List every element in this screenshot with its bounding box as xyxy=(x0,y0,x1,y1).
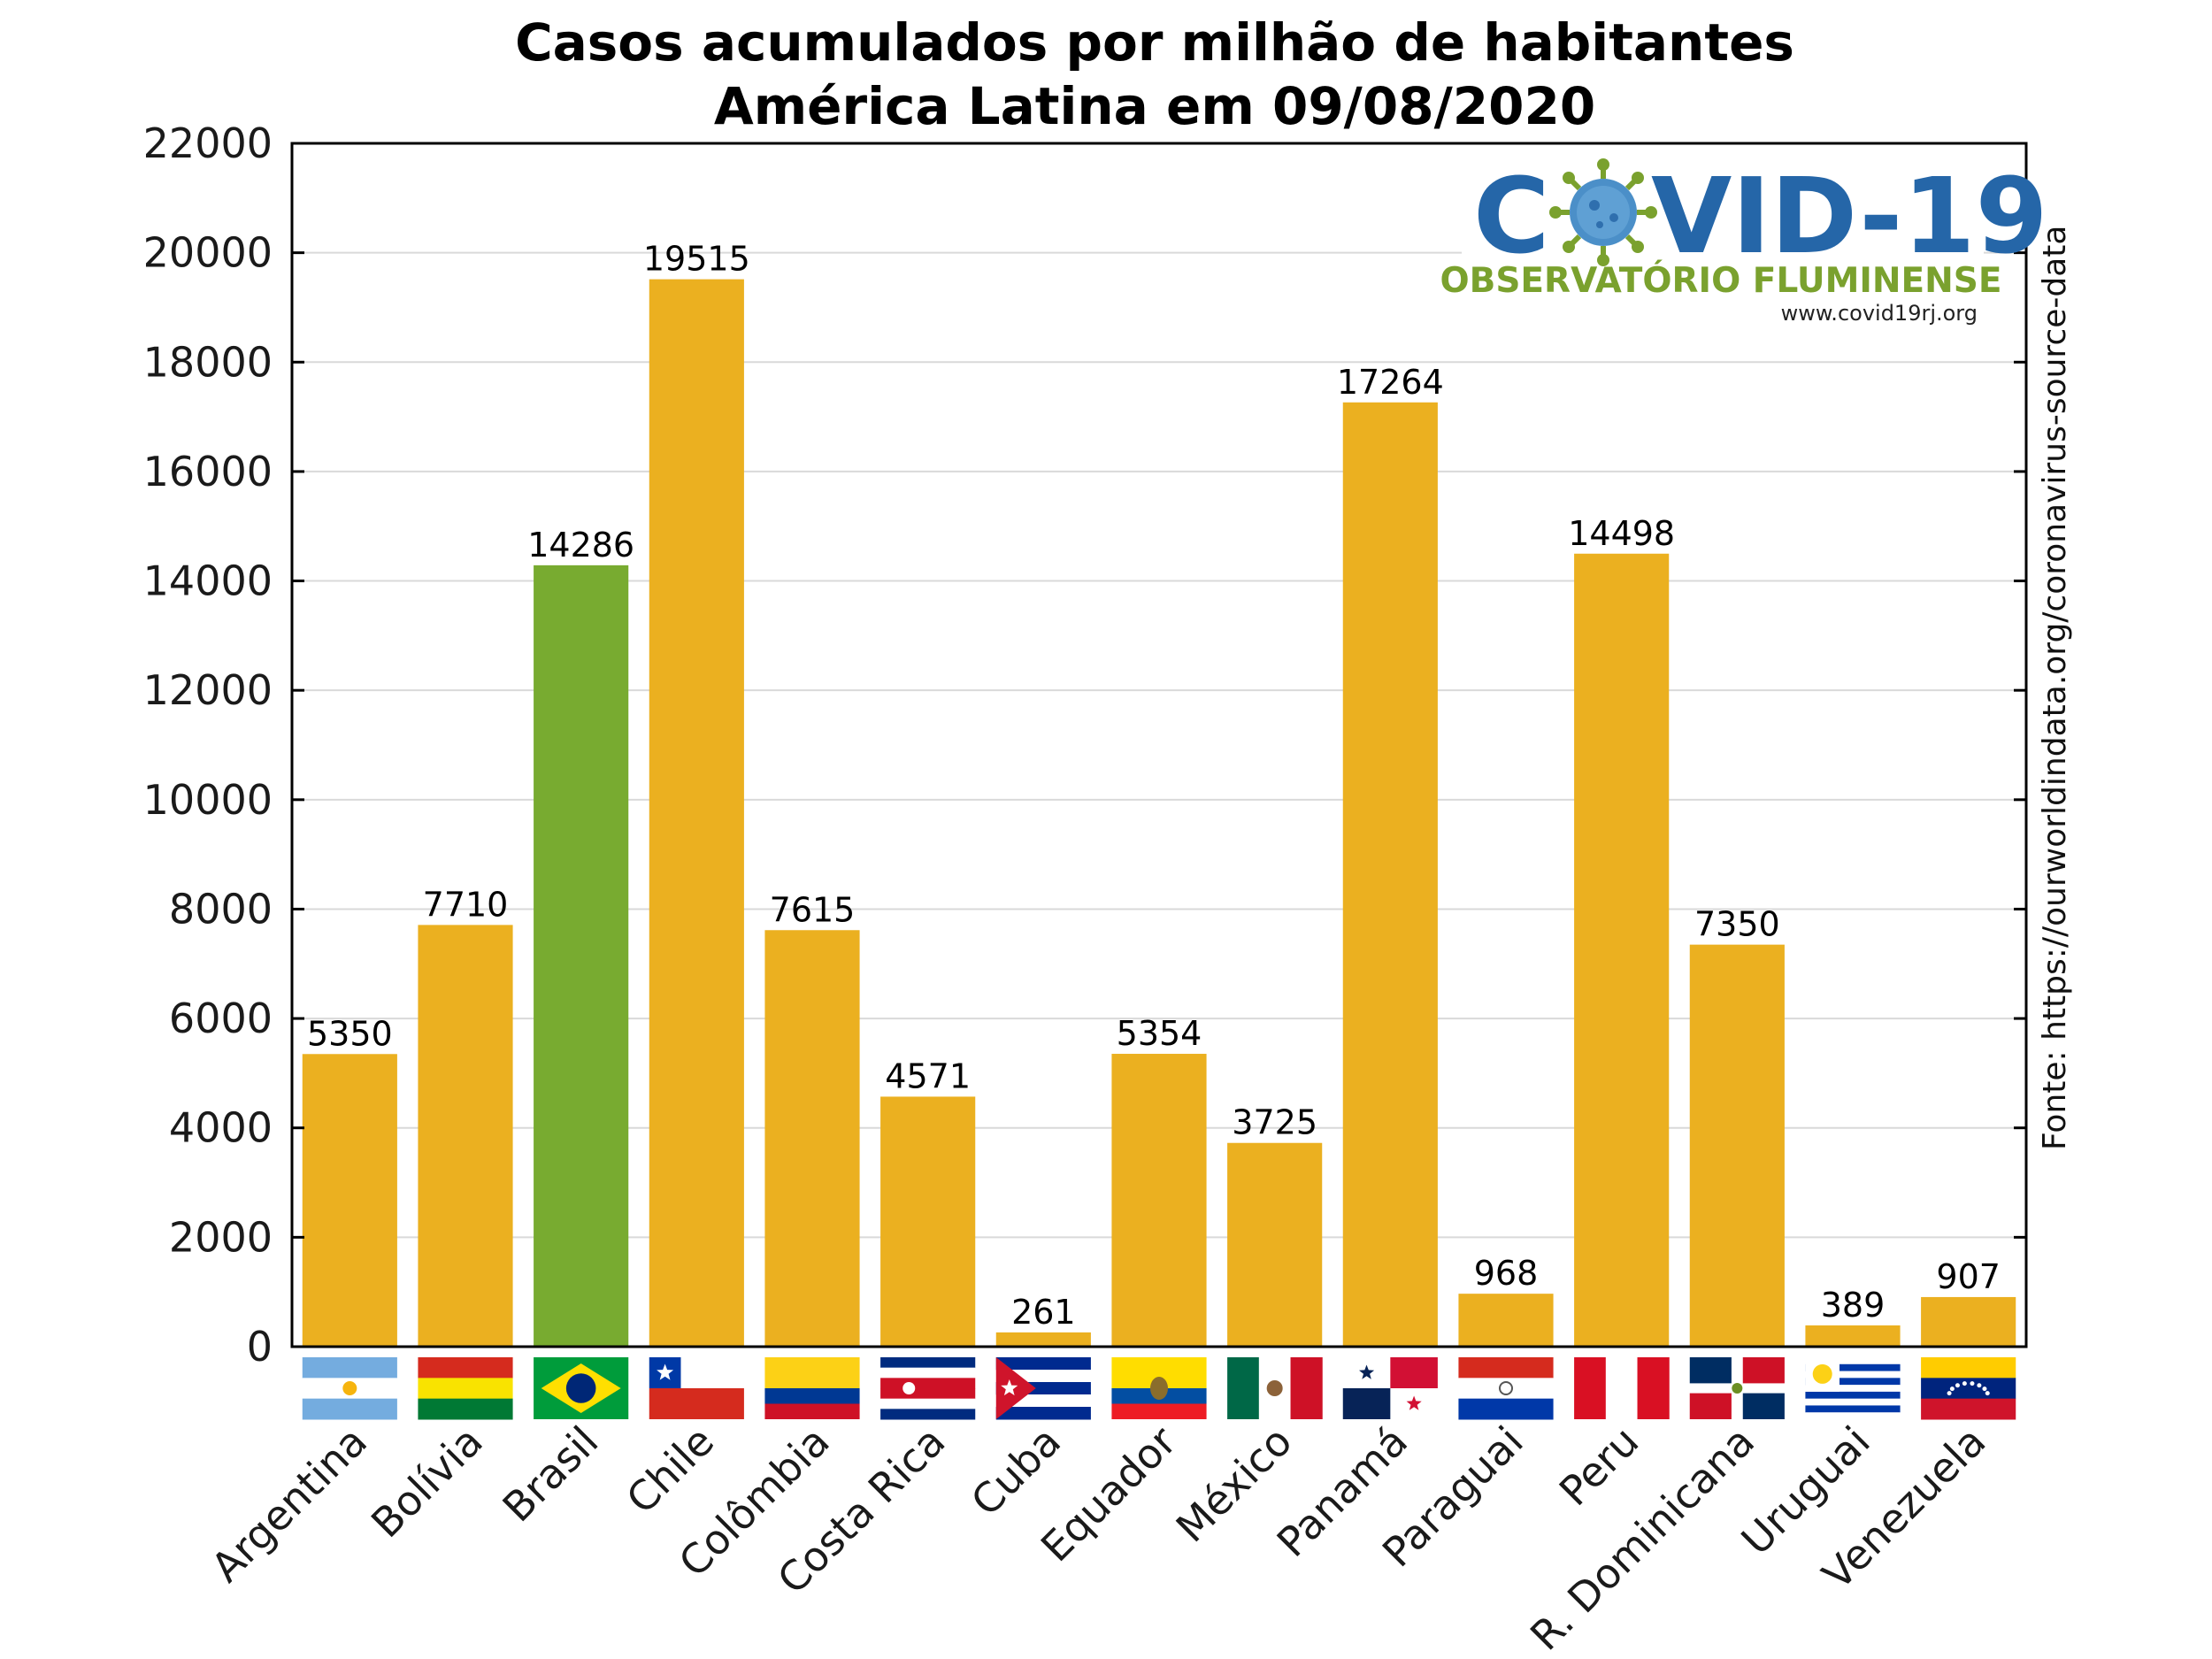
x-tick-label-cuba: Cuba xyxy=(962,1417,1070,1525)
mexico-flag-icon xyxy=(1227,1357,1323,1419)
covid-observatorio-logo: C VID-19 OB xyxy=(1440,155,2048,342)
argentina-flag-icon xyxy=(302,1357,397,1420)
data-label-costa-rica: 4571 xyxy=(885,1056,971,1095)
x-tick-label-bolivia: Bolívia xyxy=(362,1417,492,1548)
bar-argentina xyxy=(302,1054,397,1347)
y-tick-label: 22000 xyxy=(143,119,273,167)
chile-flag-icon xyxy=(649,1357,744,1419)
bars-group xyxy=(302,279,2016,1348)
x-tick-label-chile: Chile xyxy=(618,1417,724,1524)
y-tick-label: 16000 xyxy=(143,448,273,495)
costa-rica-flag-icon xyxy=(880,1357,976,1420)
data-label-argentina: 5350 xyxy=(307,1014,393,1053)
bar-bolivia xyxy=(418,925,513,1347)
uruguay-flag-icon xyxy=(1805,1357,1901,1420)
y-tick-label: 6000 xyxy=(169,995,273,1042)
colombia-flag-icon xyxy=(764,1357,860,1419)
bar-chile xyxy=(649,279,744,1348)
paraguay-flag-icon xyxy=(1458,1357,1554,1420)
y-tick-label: 20000 xyxy=(143,229,273,277)
y-tick-label: 10000 xyxy=(143,776,273,824)
y-tick-label: 8000 xyxy=(169,885,273,933)
peru-flag-icon xyxy=(1574,1357,1670,1419)
data-label-paraguai: 968 xyxy=(1474,1254,1539,1293)
bar-costa-rica xyxy=(880,1096,976,1347)
axes xyxy=(290,142,2028,1348)
y-tick-label: 4000 xyxy=(169,1104,273,1152)
data-label-peru: 14498 xyxy=(1568,514,1675,553)
source-note: Fonte: https://ourworldindata.org/corona… xyxy=(2037,226,2073,1150)
bar-peru xyxy=(1574,553,1670,1347)
virus-icon xyxy=(1549,158,1657,266)
y-tick-label: 14000 xyxy=(143,557,273,605)
x-tick-label-peru: Peru xyxy=(1550,1417,1648,1516)
cuba-flag-icon xyxy=(995,1357,1091,1420)
plot-frame xyxy=(290,142,2028,1348)
bar-mexico xyxy=(1227,1142,1323,1347)
data-label-cuba: 261 xyxy=(1011,1293,1076,1332)
x-tick-label-argentina: Argentina xyxy=(202,1417,376,1592)
country-flags xyxy=(302,1357,2016,1420)
chart-title-line-2: América Latina em 09/08/2020 xyxy=(714,76,1595,136)
x-tick-label-brasil: Brasil xyxy=(494,1417,608,1532)
logo-background xyxy=(1462,165,1984,342)
brazil-flag-icon xyxy=(534,1357,629,1419)
data-label-panama: 17264 xyxy=(1337,363,1444,402)
chart-title-line-1: Casos acumulados por milhão de habitante… xyxy=(515,12,1794,73)
data-label-mexico: 3725 xyxy=(1232,1103,1317,1142)
data-label-uruguai: 389 xyxy=(1821,1286,1886,1325)
ecuador-flag-icon xyxy=(1111,1357,1207,1419)
bar-equador xyxy=(1111,1054,1207,1347)
dominican-republic-flag-icon xyxy=(1689,1357,1785,1419)
bar-venezuela xyxy=(1921,1296,2016,1347)
y-tick-label: 18000 xyxy=(143,338,273,386)
y-tick-label: 2000 xyxy=(169,1213,273,1261)
y-tick-label: 0 xyxy=(247,1323,273,1371)
data-label-equador: 5354 xyxy=(1117,1014,1202,1053)
logo-url: www.covid19rj.org xyxy=(1781,301,1978,326)
bar-panama xyxy=(1342,402,1438,1348)
bolivia-flag-icon xyxy=(418,1357,513,1420)
y-tick-label: 12000 xyxy=(143,666,273,714)
data-label-r-dominicana: 7350 xyxy=(1694,905,1780,944)
bar-uruguai xyxy=(1805,1325,1901,1347)
bar-r-dominicana xyxy=(1689,944,1785,1347)
bar-paraguai xyxy=(1458,1294,1554,1347)
data-label-bolivia: 7710 xyxy=(423,885,509,924)
panama-flag-icon xyxy=(1342,1357,1438,1419)
data-label-chile: 19515 xyxy=(643,240,750,279)
y-axis-ticks: 0 2000 4000 6000 8000 10000 12000 14000 16000 180… xyxy=(143,119,2026,1371)
data-label-brasil: 14286 xyxy=(527,526,634,565)
data-label-colombia: 7615 xyxy=(770,890,856,929)
bar-brasil xyxy=(534,565,629,1347)
data-labels: 5350 7710 14286 19515 7615 4571 261 5354 3725 172… xyxy=(307,240,2001,1332)
bar-colombia xyxy=(764,930,860,1347)
venezuela-flag-icon xyxy=(1921,1357,2016,1420)
logo-title-left: C xyxy=(1473,155,1550,277)
logo-title-right: VID-19 xyxy=(1651,155,2048,277)
logo-subtitle: OBSERVATÓRIO FLUMINENSE xyxy=(1440,259,2001,301)
bar-cuba xyxy=(995,1332,1091,1347)
data-label-venezuela: 907 xyxy=(1936,1257,2001,1296)
